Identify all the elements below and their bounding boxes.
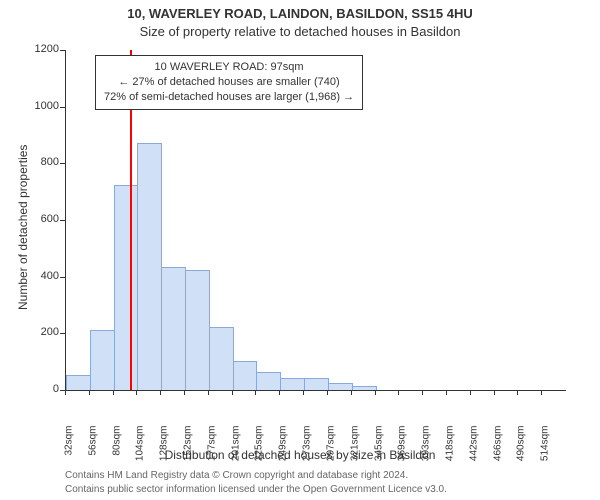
x-tick-mark xyxy=(375,390,376,395)
x-tick-label: 177sqm xyxy=(206,426,217,476)
y-tick-label: 800 xyxy=(25,156,59,168)
x-tick-label: 225sqm xyxy=(254,426,265,476)
x-tick-mark xyxy=(470,390,471,395)
info-box-line: 72% of semi-detached houses are larger (… xyxy=(104,90,354,105)
x-tick-label: 418sqm xyxy=(444,426,455,476)
y-tick-mark xyxy=(60,163,65,164)
x-tick-label: 128sqm xyxy=(159,426,170,476)
x-tick-mark xyxy=(184,390,185,395)
x-tick-label: 104sqm xyxy=(135,426,146,476)
x-tick-label: 80sqm xyxy=(111,426,122,476)
x-tick-label: 273sqm xyxy=(302,426,313,476)
x-tick-mark xyxy=(255,390,256,395)
y-tick-label: 400 xyxy=(25,270,59,282)
histogram-bar xyxy=(66,375,91,390)
x-tick-mark xyxy=(446,390,447,395)
x-tick-mark xyxy=(208,390,209,395)
x-tick-label: 297sqm xyxy=(325,426,336,476)
histogram-bar xyxy=(256,372,281,390)
histogram-bar xyxy=(114,185,139,390)
histogram-bar xyxy=(233,361,258,390)
x-tick-mark xyxy=(113,390,114,395)
x-tick-label: 466sqm xyxy=(492,426,503,476)
y-tick-mark xyxy=(60,220,65,221)
info-box-line: 10 WAVERLEY ROAD: 97sqm xyxy=(104,60,354,75)
histogram-bar xyxy=(304,378,329,390)
histogram-bar xyxy=(185,270,210,390)
y-tick-mark xyxy=(60,107,65,108)
y-tick-mark xyxy=(60,277,65,278)
x-tick-label: 369sqm xyxy=(397,426,408,476)
x-tick-mark xyxy=(303,390,304,395)
x-tick-mark xyxy=(327,390,328,395)
x-tick-mark xyxy=(65,390,66,395)
x-tick-label: 321sqm xyxy=(349,426,360,476)
x-tick-mark xyxy=(541,390,542,395)
histogram-bar xyxy=(280,378,305,390)
y-axis-label: Number of detached properties xyxy=(16,145,30,310)
x-tick-label: 393sqm xyxy=(421,426,432,476)
histogram-bar xyxy=(90,330,115,391)
y-tick-label: 0 xyxy=(25,383,59,395)
x-tick-label: 514sqm xyxy=(540,426,551,476)
y-tick-label: 200 xyxy=(25,326,59,338)
chart-subtitle: Size of property relative to detached ho… xyxy=(0,24,600,39)
x-tick-label: 442sqm xyxy=(468,426,479,476)
histogram-bar xyxy=(161,267,186,390)
y-tick-mark xyxy=(60,50,65,51)
histogram-bar xyxy=(328,383,353,390)
x-tick-label: 56sqm xyxy=(87,426,98,476)
x-tick-mark xyxy=(398,390,399,395)
x-tick-label: 201sqm xyxy=(230,426,241,476)
x-tick-mark xyxy=(89,390,90,395)
info-box-line: ← 27% of detached houses are smaller (74… xyxy=(104,75,354,90)
x-tick-label: 345sqm xyxy=(373,426,384,476)
footer-attribution-2: Contains public sector information licen… xyxy=(65,484,447,495)
x-tick-label: 32sqm xyxy=(64,426,75,476)
y-tick-label: 1200 xyxy=(25,43,59,55)
histogram-bar xyxy=(137,143,162,391)
x-tick-mark xyxy=(517,390,518,395)
x-tick-mark xyxy=(136,390,137,395)
x-tick-label: 249sqm xyxy=(278,426,289,476)
chart-title: 10, WAVERLEY ROAD, LAINDON, BASILDON, SS… xyxy=(0,6,600,21)
x-tick-mark xyxy=(279,390,280,395)
x-tick-mark xyxy=(422,390,423,395)
y-tick-mark xyxy=(60,333,65,334)
histogram-bar xyxy=(352,386,377,390)
x-tick-label: 152sqm xyxy=(183,426,194,476)
x-tick-mark xyxy=(494,390,495,395)
x-tick-mark xyxy=(351,390,352,395)
x-tick-mark xyxy=(232,390,233,395)
chart-container: 10, WAVERLEY ROAD, LAINDON, BASILDON, SS… xyxy=(0,0,600,500)
histogram-bar xyxy=(209,327,234,390)
x-tick-label: 490sqm xyxy=(516,426,527,476)
y-tick-label: 1000 xyxy=(25,100,59,112)
info-box: 10 WAVERLEY ROAD: 97sqm ← 27% of detache… xyxy=(95,55,363,110)
y-tick-label: 600 xyxy=(25,213,59,225)
x-tick-mark xyxy=(160,390,161,395)
